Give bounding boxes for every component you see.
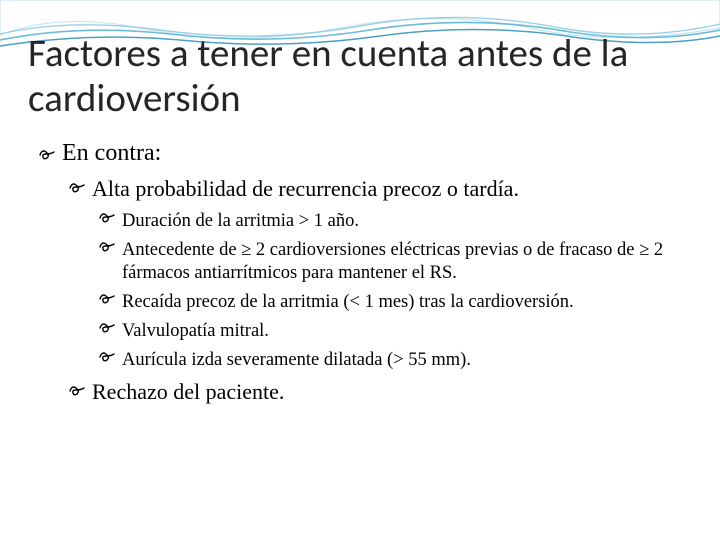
bullet-level2: Rechazo del paciente. — [68, 379, 692, 405]
bullet-text: Duración de la arritmia > 1 año. — [122, 210, 692, 233]
bullet-text: Rechazo del paciente. — [92, 379, 692, 405]
bullet-text: Recaída precoz de la arritmia (< 1 mes) … — [122, 291, 692, 314]
bullet-icon — [98, 210, 116, 230]
bullet-icon — [98, 291, 116, 311]
bullet-level2: Alta probabilidad de recurrencia precoz … — [68, 176, 692, 202]
slide-title: Factores a tener en cuenta antes de la c… — [28, 32, 692, 122]
bullet-icon — [68, 379, 86, 405]
bullet-text: Aurícula izda severamente dilatada (> 55… — [122, 349, 692, 372]
bullet-text: En contra: — [62, 140, 692, 167]
bullet-icon — [98, 320, 116, 340]
bullet-icon — [98, 239, 116, 259]
bullet-level3: Duración de la arritmia > 1 año. — [98, 210, 692, 233]
bullet-level3: Recaída precoz de la arritmia (< 1 mes) … — [98, 291, 692, 314]
bullet-level1: En contra: — [38, 140, 692, 168]
bullet-icon — [98, 349, 116, 369]
bullet-text: Alta probabilidad de recurrencia precoz … — [92, 176, 692, 202]
bullet-level3: Aurícula izda severamente dilatada (> 55… — [98, 349, 692, 372]
slide-content: Factores a tener en cuenta antes de la c… — [0, 0, 720, 433]
bullet-icon — [68, 176, 86, 202]
bullet-level3: Valvulopatía mitral. — [98, 320, 692, 343]
bullet-icon — [38, 140, 56, 168]
bullet-text: Antecedente de ≥ 2 cardioversiones eléct… — [122, 239, 692, 285]
bullet-text: Valvulopatía mitral. — [122, 320, 692, 343]
bullet-level3: Antecedente de ≥ 2 cardioversiones eléct… — [98, 239, 692, 285]
